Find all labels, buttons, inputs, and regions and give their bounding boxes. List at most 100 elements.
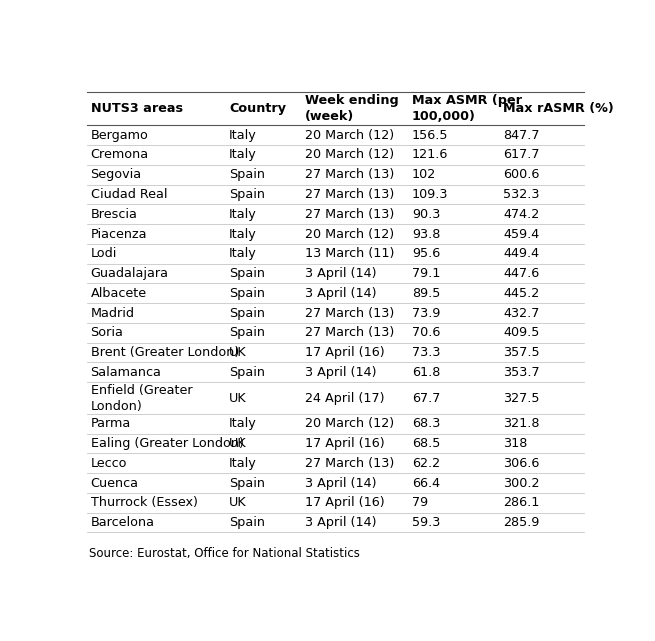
Text: 3 April (14): 3 April (14) <box>305 287 377 300</box>
Text: 73.9: 73.9 <box>412 306 440 320</box>
Text: Albacete: Albacete <box>90 287 147 300</box>
Text: Spain: Spain <box>229 188 265 201</box>
Text: Max ASMR (per
100,000): Max ASMR (per 100,000) <box>412 94 522 123</box>
Text: 20 March (12): 20 March (12) <box>305 417 394 430</box>
Text: Thurrock (Essex): Thurrock (Essex) <box>90 496 197 510</box>
Text: 3 April (14): 3 April (14) <box>305 476 377 490</box>
Text: Spain: Spain <box>229 287 265 300</box>
Text: 89.5: 89.5 <box>412 287 440 300</box>
Text: Italy: Italy <box>229 129 257 142</box>
Text: 27 March (13): 27 March (13) <box>305 306 394 320</box>
Text: 327.5: 327.5 <box>503 392 540 404</box>
Text: Barcelona: Barcelona <box>90 516 155 529</box>
Text: Segovia: Segovia <box>90 168 141 181</box>
Text: 17 April (16): 17 April (16) <box>305 437 385 450</box>
Text: Week ending
(week): Week ending (week) <box>305 94 399 123</box>
Text: Ciudad Real: Ciudad Real <box>90 188 167 201</box>
Text: Bergamo: Bergamo <box>90 129 149 142</box>
Text: UK: UK <box>229 437 247 450</box>
Text: 17 April (16): 17 April (16) <box>305 496 385 510</box>
Text: 321.8: 321.8 <box>503 417 540 430</box>
Text: 121.6: 121.6 <box>412 149 448 162</box>
Text: Salamanca: Salamanca <box>90 366 161 379</box>
Text: 617.7: 617.7 <box>503 149 540 162</box>
Text: Spain: Spain <box>229 366 265 379</box>
Text: 286.1: 286.1 <box>503 496 540 510</box>
Text: 474.2: 474.2 <box>503 208 540 221</box>
Text: 318: 318 <box>503 437 527 450</box>
Text: 27 March (13): 27 March (13) <box>305 168 394 181</box>
Text: Piacenza: Piacenza <box>90 228 147 240</box>
Text: 532.3: 532.3 <box>503 188 540 201</box>
Text: 432.7: 432.7 <box>503 306 540 320</box>
Text: 73.3: 73.3 <box>412 346 440 359</box>
Text: 847.7: 847.7 <box>503 129 540 142</box>
Text: 3 April (14): 3 April (14) <box>305 366 377 379</box>
Text: Spain: Spain <box>229 326 265 339</box>
Text: Lecco: Lecco <box>90 457 127 470</box>
Text: 61.8: 61.8 <box>412 366 440 379</box>
Text: Brent (Greater London): Brent (Greater London) <box>90 346 239 359</box>
Text: 93.8: 93.8 <box>412 228 440 240</box>
Text: Guadalajara: Guadalajara <box>90 267 168 280</box>
Text: 306.6: 306.6 <box>503 457 540 470</box>
Text: 90.3: 90.3 <box>412 208 440 221</box>
Text: 67.7: 67.7 <box>412 392 440 404</box>
Text: Source: Eurostat, Office for National Statistics: Source: Eurostat, Office for National St… <box>90 547 360 560</box>
Text: 156.5: 156.5 <box>412 129 448 142</box>
Text: Max rASMR (%): Max rASMR (%) <box>503 102 614 115</box>
Text: Italy: Italy <box>229 228 257 240</box>
Text: 109.3: 109.3 <box>412 188 448 201</box>
Text: Parma: Parma <box>90 417 131 430</box>
Text: Spain: Spain <box>229 516 265 529</box>
Text: Spain: Spain <box>229 306 265 320</box>
Text: 449.4: 449.4 <box>503 247 539 260</box>
Text: Spain: Spain <box>229 476 265 490</box>
Text: 13 March (11): 13 March (11) <box>305 247 394 260</box>
Text: 353.7: 353.7 <box>503 366 540 379</box>
Text: 459.4: 459.4 <box>503 228 540 240</box>
Text: 27 March (13): 27 March (13) <box>305 208 394 221</box>
Text: 357.5: 357.5 <box>503 346 540 359</box>
Text: 285.9: 285.9 <box>503 516 540 529</box>
Text: 79: 79 <box>412 496 428 510</box>
Text: Cuenca: Cuenca <box>90 476 138 490</box>
Text: 20 March (12): 20 March (12) <box>305 149 394 162</box>
Text: 27 March (13): 27 March (13) <box>305 457 394 470</box>
Text: 300.2: 300.2 <box>503 476 540 490</box>
Text: Brescia: Brescia <box>90 208 138 221</box>
Text: 70.6: 70.6 <box>412 326 440 339</box>
Text: Country: Country <box>229 102 286 115</box>
Text: NUTS3 areas: NUTS3 areas <box>90 102 183 115</box>
Text: Spain: Spain <box>229 267 265 280</box>
Text: Enfield (Greater
London): Enfield (Greater London) <box>90 383 192 413</box>
Text: 447.6: 447.6 <box>503 267 540 280</box>
Text: Italy: Italy <box>229 208 257 221</box>
Text: 3 April (14): 3 April (14) <box>305 267 377 280</box>
Text: 27 March (13): 27 March (13) <box>305 326 394 339</box>
Text: Spain: Spain <box>229 168 265 181</box>
Text: Italy: Italy <box>229 457 257 470</box>
Text: 62.2: 62.2 <box>412 457 440 470</box>
Text: 600.6: 600.6 <box>503 168 540 181</box>
Text: 20 March (12): 20 March (12) <box>305 129 394 142</box>
Text: 59.3: 59.3 <box>412 516 440 529</box>
Text: Cremona: Cremona <box>90 149 149 162</box>
Text: 79.1: 79.1 <box>412 267 440 280</box>
Text: 3 April (14): 3 April (14) <box>305 516 377 529</box>
Text: Ealing (Greater London): Ealing (Greater London) <box>90 437 244 450</box>
Text: Lodi: Lodi <box>90 247 117 260</box>
Text: UK: UK <box>229 346 247 359</box>
Text: UK: UK <box>229 392 247 404</box>
Text: Soria: Soria <box>90 326 123 339</box>
Text: 102: 102 <box>412 168 436 181</box>
Text: 68.3: 68.3 <box>412 417 440 430</box>
Text: 24 April (17): 24 April (17) <box>305 392 384 404</box>
Text: Madrid: Madrid <box>90 306 134 320</box>
Text: Italy: Italy <box>229 149 257 162</box>
Text: 17 April (16): 17 April (16) <box>305 346 385 359</box>
Text: 409.5: 409.5 <box>503 326 540 339</box>
Text: Italy: Italy <box>229 417 257 430</box>
Text: 20 March (12): 20 March (12) <box>305 228 394 240</box>
Text: 68.5: 68.5 <box>412 437 440 450</box>
